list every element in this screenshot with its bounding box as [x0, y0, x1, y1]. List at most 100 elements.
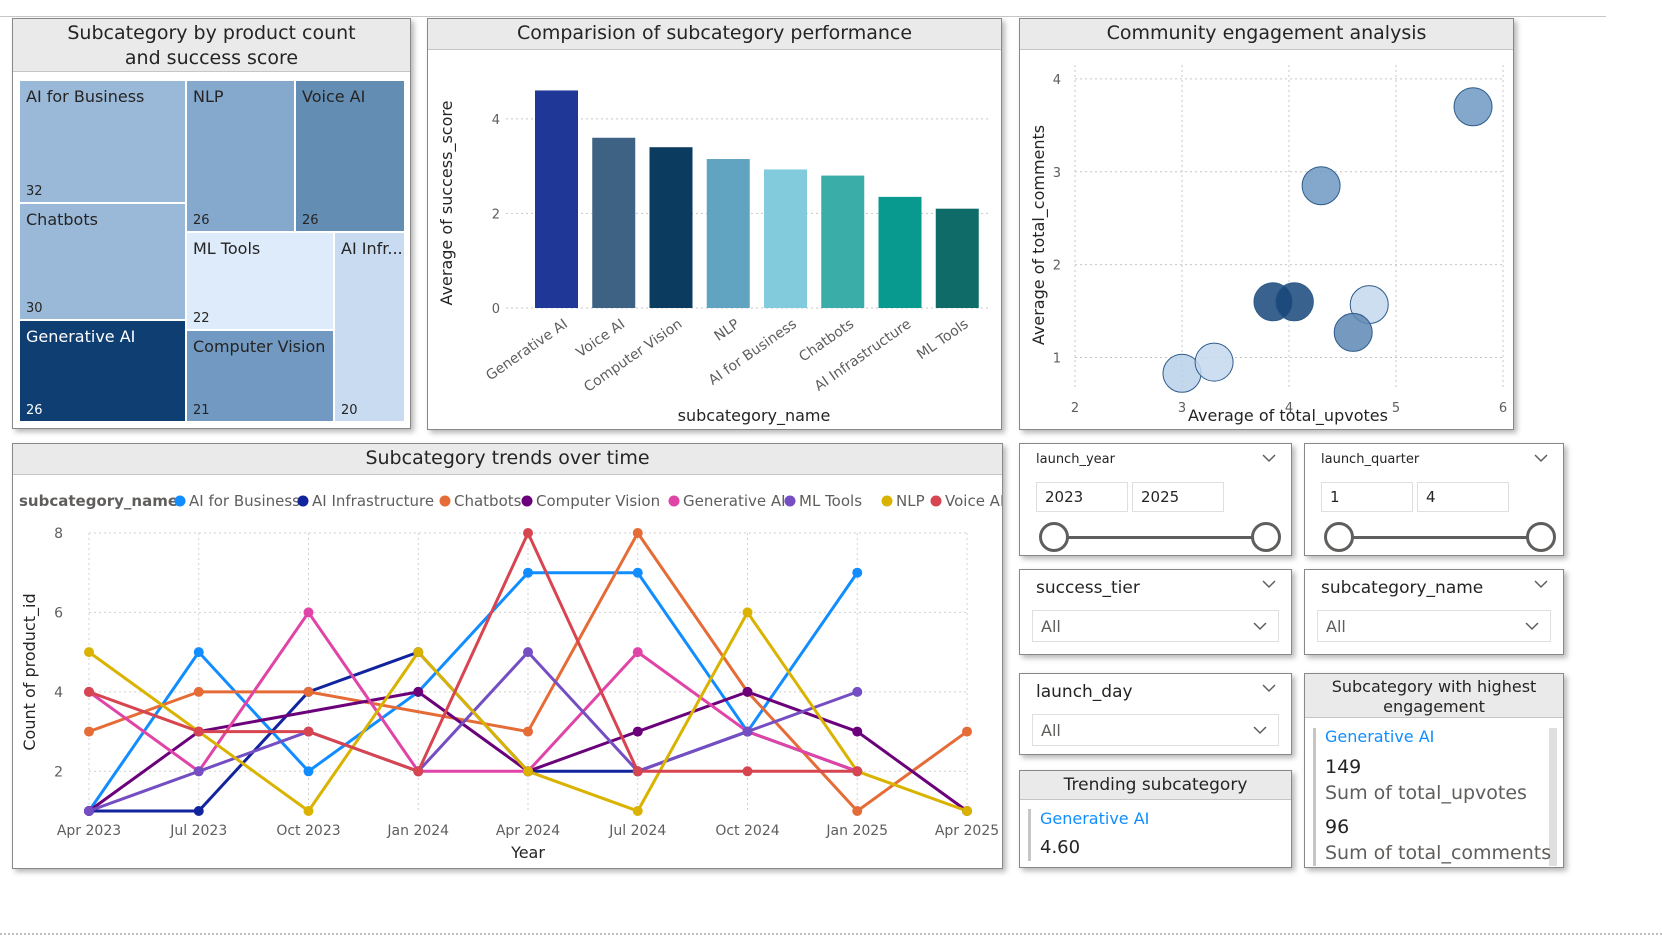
line-point-nlp[interactable] — [962, 806, 972, 816]
treemap-cell-voice-ai[interactable]: Voice AI 26 — [295, 80, 405, 232]
line-point-ai-infrastructure[interactable] — [193, 806, 204, 816]
line-point-nlp[interactable] — [84, 647, 94, 658]
line-point-generative-ai[interactable] — [632, 647, 643, 658]
line-point-voice-ai[interactable] — [303, 726, 314, 737]
legend-marker[interactable] — [521, 495, 533, 507]
legend-marker[interactable] — [439, 495, 451, 507]
line-point-ml-tools[interactable] — [84, 806, 94, 816]
line-point-nlp[interactable] — [632, 806, 643, 816]
line-point-computer-vision[interactable] — [852, 726, 863, 737]
launch-quarter-max-input[interactable]: 4 — [1417, 482, 1509, 512]
line-point-chatbots[interactable] — [303, 686, 314, 697]
treemap-cell-generative-ai[interactable]: Generative AI 26 — [19, 320, 186, 422]
line-point-computer-vision[interactable] — [413, 686, 424, 697]
treemap-chart[interactable]: AI for Business 32 NLP 26 Voice AI 26 Chatbots… — [19, 80, 405, 422]
card-scrollbar[interactable] — [1549, 728, 1557, 866]
treemap-cell-chatbots[interactable]: Chatbots 30 — [19, 203, 186, 320]
bar-ml-tools[interactable] — [935, 208, 979, 308]
success-tier-dropdown[interactable]: All — [1032, 610, 1279, 642]
treemap-cell-computer-vision[interactable]: Computer Vision 21 — [186, 330, 334, 422]
legend-item-ai-for-business[interactable]: AI for Business — [189, 492, 300, 510]
line-point-chatbots[interactable] — [962, 726, 972, 737]
line-point-ai-for-business[interactable] — [523, 567, 533, 578]
line-point-ml-tools[interactable] — [193, 766, 204, 777]
launch-year-slicer[interactable]: launch_year 2023 2025 — [1019, 443, 1292, 556]
chevron-down-icon[interactable] — [1533, 576, 1549, 592]
launch-day-slicer[interactable]: launch_day All — [1019, 673, 1292, 755]
line-point-ml-tools[interactable] — [742, 726, 753, 737]
line-chart[interactable]: subcategory_name AI for Business AI Infras… — [13, 476, 1002, 868]
line-point-nlp[interactable] — [742, 607, 753, 618]
bar-chatbots[interactable] — [821, 175, 865, 308]
line-point-chatbots[interactable] — [852, 806, 863, 816]
launch-quarter-slicer[interactable]: launch_quarter 1 4 — [1304, 443, 1564, 556]
chevron-down-icon[interactable] — [1261, 680, 1277, 696]
legend-marker[interactable] — [784, 495, 796, 507]
line-point-computer-vision[interactable] — [632, 726, 643, 737]
line-point-voice-ai[interactable] — [84, 686, 94, 697]
line-point-nlp[interactable] — [523, 766, 533, 777]
launch-quarter-slider-max-handle[interactable] — [1526, 522, 1556, 552]
bar-nlp[interactable] — [706, 159, 750, 308]
trending-card[interactable]: Trending subcategory Generative AI 4.60 — [1019, 770, 1292, 868]
treemap-panel[interactable]: Subcategory by product count and success… — [12, 18, 411, 429]
bar-ai-for-business[interactable] — [764, 169, 807, 308]
scatter-point[interactable] — [1453, 87, 1493, 127]
bar-voice-ai[interactable] — [592, 137, 636, 308]
success-tier-slicer[interactable]: success_tier All — [1019, 569, 1292, 655]
line-chart-panel[interactable]: Subcategory trends over time subcategory… — [12, 443, 1003, 869]
legend-item-ai-infrastructure[interactable]: AI Infrastructure — [312, 492, 434, 510]
legend-marker[interactable] — [930, 495, 942, 507]
line-point-chatbots[interactable] — [193, 686, 204, 697]
launch-quarter-min-input[interactable]: 1 — [1321, 482, 1413, 512]
line-point-ml-tools[interactable] — [852, 686, 863, 697]
chevron-down-icon[interactable] — [1261, 576, 1277, 592]
line-point-ai-for-business[interactable] — [193, 647, 204, 658]
line-point-nlp[interactable] — [303, 806, 314, 816]
line-point-ai-for-business[interactable] — [852, 567, 863, 578]
legend-item-generative-ai[interactable]: Generative AI — [683, 492, 786, 510]
line-point-computer-vision[interactable] — [742, 686, 753, 697]
legend-marker[interactable] — [174, 495, 186, 507]
scatter-point[interactable] — [1274, 282, 1314, 322]
line-series-ai-for-business[interactable] — [87, 571, 859, 812]
line-point-chatbots[interactable] — [632, 528, 643, 538]
line-point-nlp[interactable] — [413, 647, 424, 658]
legend-marker[interactable] — [668, 495, 680, 507]
line-point-voice-ai[interactable] — [852, 766, 863, 777]
legend-item-chatbots[interactable]: Chatbots — [454, 492, 522, 510]
line-series-voice-ai[interactable] — [88, 531, 858, 773]
engagement-card[interactable]: Subcategory with highest engagement Gene… — [1304, 673, 1564, 868]
chevron-down-icon[interactable] — [1261, 450, 1277, 466]
launch-quarter-slider-min-handle[interactable] — [1324, 522, 1354, 552]
launch-year-slider-min-handle[interactable] — [1039, 522, 1069, 552]
treemap-cell-ai-infr[interactable]: AI Infr... 20 — [334, 232, 405, 422]
launch-year-slider-track[interactable] — [1054, 536, 1266, 539]
line-series-nlp[interactable] — [88, 610, 968, 813]
launch-day-dropdown[interactable]: All — [1032, 714, 1279, 746]
treemap-cell-ai-for-business[interactable]: AI for Business 32 — [19, 80, 186, 203]
launch-quarter-slider-track[interactable] — [1339, 536, 1541, 539]
bar-generative-ai[interactable] — [535, 90, 578, 308]
line-point-ml-tools[interactable] — [523, 647, 533, 658]
line-point-chatbots[interactable] — [523, 726, 533, 737]
subcategory-name-slicer[interactable]: subcategory_name All — [1304, 569, 1564, 655]
chevron-down-icon[interactable] — [1533, 450, 1549, 466]
treemap-cell-nlp[interactable]: NLP 26 — [186, 80, 295, 232]
bar-chart-panel[interactable]: Comparision of subcategory performance 0… — [427, 18, 1002, 430]
line-point-voice-ai[interactable] — [193, 726, 204, 737]
line-point-generative-ai[interactable] — [303, 607, 314, 618]
treemap-cell-ml-tools[interactable]: ML Tools 22 — [186, 232, 334, 330]
line-point-ai-for-business[interactable] — [303, 766, 314, 777]
line-point-voice-ai[interactable] — [742, 766, 753, 777]
subcategory-name-dropdown[interactable]: All — [1317, 610, 1551, 642]
launch-year-slider-max-handle[interactable] — [1251, 522, 1281, 552]
scatter-point[interactable] — [1333, 312, 1373, 352]
legend-item-voice-ai[interactable]: Voice AI — [945, 492, 1002, 510]
line-point-voice-ai[interactable] — [632, 766, 643, 777]
scatter-point[interactable] — [1301, 166, 1341, 206]
legend-marker[interactable] — [881, 495, 893, 507]
